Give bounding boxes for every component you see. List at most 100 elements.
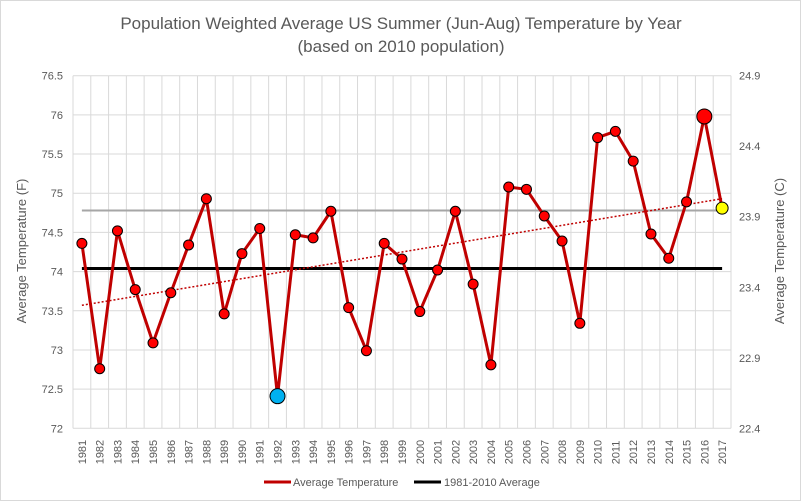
x-tick-label: 2013 <box>646 440 658 464</box>
x-tick-label: 1994 <box>308 440 320 464</box>
data-point-1989 <box>218 308 230 320</box>
data-point-2010 <box>592 132 604 144</box>
data-point-2009 <box>574 317 586 329</box>
data-point-2000 <box>414 306 426 318</box>
x-tick-label: 1990 <box>237 440 249 464</box>
data-point-2017 <box>715 201 729 215</box>
x-tick-label: 2002 <box>450 440 462 464</box>
y2-tick-label: 24.4 <box>739 141 760 153</box>
data-point-2003 <box>467 278 479 290</box>
data-point-2012 <box>627 155 639 167</box>
x-tick-label: 2001 <box>433 440 445 464</box>
y-tick-label: 73 <box>51 345 63 357</box>
data-point-2014 <box>663 252 675 264</box>
chart-subtitle: (based on 2010 population) <box>298 37 505 56</box>
x-tick-label: 1982 <box>95 440 107 464</box>
data-point-2008 <box>556 235 568 247</box>
chart-title: Population Weighted Average US Summer (J… <box>120 14 682 33</box>
data-point-2004 <box>485 359 497 371</box>
x-tick-label: 2005 <box>504 440 516 464</box>
y-tick-label: 75 <box>51 188 63 200</box>
x-tick-label: 2010 <box>593 440 605 464</box>
x-tick-label: 2003 <box>468 440 480 464</box>
y2-tick-label: 22.4 <box>739 423 760 435</box>
y-tick-label: 73.5 <box>42 306 63 318</box>
x-tick-label: 1981 <box>77 440 89 464</box>
y2-axis-label: Average Temperature (C) <box>772 178 787 324</box>
x-tick-label: 1993 <box>290 440 302 464</box>
y-tick-label: 72.5 <box>42 384 63 396</box>
x-tick-label: 1991 <box>255 440 267 464</box>
y-tick-label: 74.5 <box>42 227 63 239</box>
x-tick-label: 1995 <box>326 440 338 464</box>
x-tick-label: 2007 <box>539 440 551 464</box>
x-tick-label: 2011 <box>610 441 622 465</box>
data-point-2007 <box>538 210 550 222</box>
data-point-2015 <box>681 196 693 208</box>
y-tick-label: 76.5 <box>42 71 63 83</box>
x-tick-label: 1986 <box>166 440 178 464</box>
data-point-2001 <box>432 264 444 276</box>
y2-tick-label: 23.4 <box>739 282 760 294</box>
x-tick-label: 2015 <box>682 440 694 464</box>
x-tick-label: 2006 <box>521 440 533 464</box>
y-tick-label: 74 <box>51 267 63 279</box>
x-tick-label: 1999 <box>397 440 409 464</box>
legend-label-1981-2010-average: 1981-2010 Average <box>444 477 540 489</box>
y-tick-label: 76 <box>51 110 63 122</box>
data-point-2002 <box>449 205 461 217</box>
x-tick-label: 1989 <box>219 440 231 464</box>
data-point-1994 <box>307 232 319 244</box>
y-tick-label: 75.5 <box>42 149 63 161</box>
data-point-2006 <box>520 183 532 195</box>
y2-tick-label: 24.9 <box>739 71 760 83</box>
data-point-1995 <box>325 205 337 217</box>
y-tick-label: 72 <box>51 423 63 435</box>
data-point-2005 <box>503 181 515 193</box>
x-tick-label: 2004 <box>486 440 498 464</box>
x-tick-label: 1997 <box>361 440 373 464</box>
x-tick-label: 1988 <box>201 440 213 464</box>
data-point-1991 <box>254 222 266 234</box>
data-point-1987 <box>183 239 195 251</box>
x-tick-label: 1985 <box>148 440 160 464</box>
x-tick-label: 2014 <box>664 440 676 464</box>
data-point-1986 <box>165 287 177 299</box>
data-point-1998 <box>378 237 390 249</box>
y2-tick-label: 22.9 <box>739 353 760 365</box>
x-tick-label: 2017 <box>717 440 729 464</box>
data-point-2013 <box>645 228 657 240</box>
data-point-1985 <box>147 337 159 349</box>
data-point-1990 <box>236 248 248 260</box>
x-tick-label: 2000 <box>415 440 427 464</box>
data-point-1997 <box>360 345 372 357</box>
legend: Average Temperature 1981-2010 Average <box>264 477 540 489</box>
legend-label-average-temperature: Average Temperature <box>293 477 398 489</box>
x-tick-label: 1998 <box>379 440 391 464</box>
y-axis-label: Average Temperature (F) <box>14 179 29 324</box>
x-tick-label: 1983 <box>112 440 124 464</box>
data-point-1988 <box>200 193 212 205</box>
x-tick-label: 2008 <box>557 440 569 464</box>
x-tick-label: 1996 <box>344 440 356 464</box>
trendline <box>81 197 723 307</box>
x-tick-label: 1987 <box>184 440 196 464</box>
x-tick-label: 1984 <box>130 440 142 464</box>
x-tick-label: 2009 <box>575 440 587 464</box>
data-point-1981 <box>76 237 88 249</box>
data-point-1982 <box>94 363 106 375</box>
data-point-2016 <box>696 108 713 125</box>
data-point-1999 <box>396 253 408 265</box>
data-point-1996 <box>343 302 355 314</box>
data-point-1993 <box>289 229 301 241</box>
data-point-2011 <box>609 125 621 137</box>
x-tick-label: 1992 <box>273 440 285 464</box>
x-tick-label: 2016 <box>699 440 711 464</box>
data-point-1984 <box>129 284 141 296</box>
x-tick-label: 2012 <box>628 440 640 464</box>
data-point-1983 <box>111 225 123 237</box>
data-point-1992 <box>269 388 286 405</box>
y2-tick-label: 23.9 <box>739 212 760 224</box>
